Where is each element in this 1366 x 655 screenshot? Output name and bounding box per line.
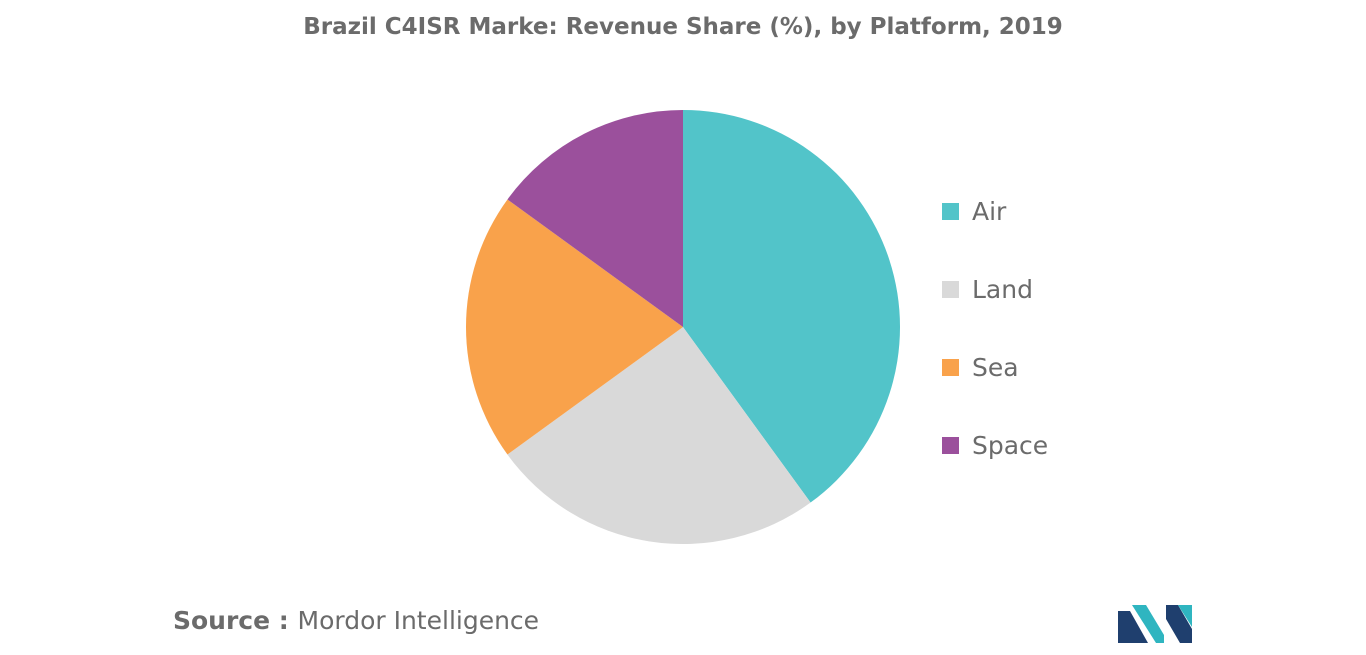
source-label: Source [173,606,271,635]
legend-item-air: Air [942,193,1048,229]
chart-title: Brazil C4ISR Marke: Revenue Share (%), b… [303,14,1063,40]
source-value: Mordor Intelligence [297,606,540,635]
logo-left-shape [1118,611,1148,643]
legend-label-land: Land [972,274,1033,304]
source-separator: : [270,606,298,635]
logo-middle-shape [1132,605,1164,643]
legend-label-air: Air [972,196,1007,226]
legend-swatch-space [942,436,959,454]
pie-slice-sea [465,199,683,455]
logo-right-shape [1166,605,1192,643]
legend-swatch-air [942,202,959,220]
mordor-intelligence-logo-icon [1118,605,1192,643]
pie-slice-air [683,110,901,503]
legend-item-land: Land [942,271,1048,307]
legend: Air Land Sea Space [942,193,1048,505]
legend-item-space: Space [942,427,1048,463]
logo-right-accent [1178,605,1192,627]
legend-label-sea: Sea [972,352,1019,382]
pie-slices [465,110,901,545]
source-note: Source : Mordor Intelligence [173,606,539,635]
legend-item-sea: Sea [942,349,1048,385]
legend-swatch-land [942,280,959,298]
legend-swatch-sea [942,358,959,376]
pie-slice-space [507,110,683,327]
pie-slice-land [507,327,811,545]
legend-label-space: Space [972,430,1049,460]
